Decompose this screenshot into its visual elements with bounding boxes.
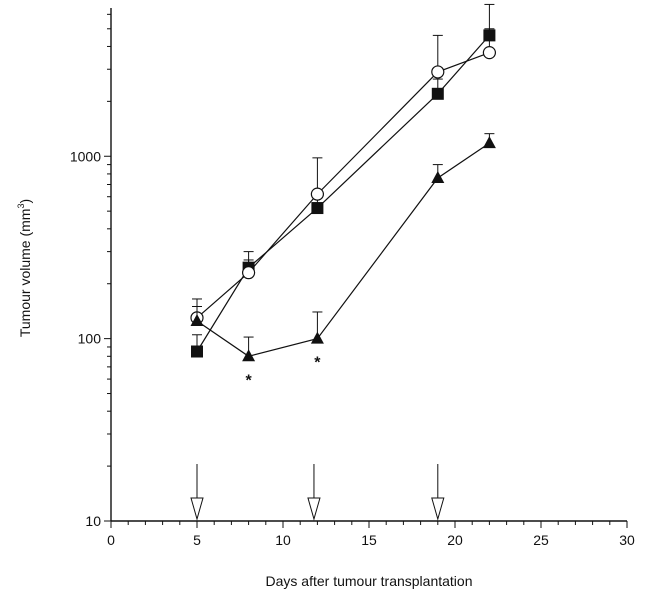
data-point-triangle — [190, 313, 204, 326]
series-triangle-filled — [190, 133, 496, 362]
data-point-triangle — [431, 170, 445, 183]
y-tick-label: 100 — [78, 331, 102, 347]
data-point-circle — [482, 46, 496, 60]
x-tick-label: 30 — [619, 532, 635, 548]
data-point-circle — [310, 187, 324, 201]
y-axis-title-close: ) — [17, 199, 33, 204]
x-tick-label: 25 — [533, 532, 549, 548]
x-tick-label: 10 — [275, 532, 291, 548]
x-tick-label: 0 — [107, 532, 115, 548]
significance-asterisk: * — [245, 372, 252, 389]
axes — [110, 8, 627, 522]
data-point-square — [191, 345, 203, 358]
x-axis-title: Days after tumour transplantation — [266, 573, 473, 589]
data-point-circle — [431, 65, 445, 79]
x-tick-label: 20 — [447, 532, 463, 548]
series-group — [190, 3, 496, 362]
y-tick-label: 10 — [85, 513, 101, 529]
treatment-arrow — [307, 464, 321, 521]
y-tick-label: 1000 — [70, 148, 101, 164]
series-circle-open — [190, 28, 496, 325]
y-axis-title-sup: 3 — [16, 204, 26, 209]
series-square-filled — [191, 3, 496, 358]
treatment-arrows — [190, 464, 445, 521]
data-point-square — [311, 202, 324, 215]
tick-labels: 0 5 10 15 20 25 30 10 100 1000 — [70, 148, 635, 548]
data-point-circle — [242, 266, 256, 280]
data-point-square — [431, 87, 444, 100]
series-line — [196, 52, 490, 319]
data-point-triangle — [482, 136, 496, 149]
x-tick-label: 5 — [193, 532, 201, 548]
data-point-triangle — [242, 349, 256, 362]
y-axis-title: Tumour volume (mm3) — [16, 199, 33, 337]
treatment-arrow — [431, 464, 445, 521]
ticks — [104, 13, 628, 528]
annotations: ** — [245, 355, 321, 390]
significance-asterisk: * — [314, 355, 321, 372]
y-axis-title-main: Tumour volume (mm — [17, 209, 33, 338]
series-line — [196, 142, 490, 357]
data-point-triangle — [310, 331, 324, 344]
treatment-arrow — [190, 464, 204, 521]
x-tick-label: 15 — [361, 532, 377, 548]
